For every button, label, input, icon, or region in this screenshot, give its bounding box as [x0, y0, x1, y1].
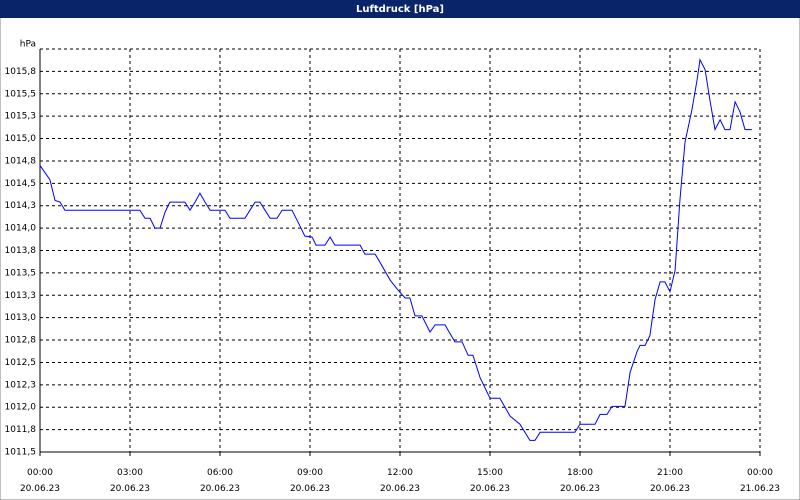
- y-tick-label: 1014,0: [5, 224, 37, 234]
- y-tick-label: 1013,0: [5, 313, 37, 323]
- x-tick-label: 12:00 20.06.23: [380, 468, 420, 494]
- x-tick-label: 15:00 20.06.23: [470, 468, 510, 494]
- x-tick-label: 00:00 20.06.23: [20, 468, 60, 494]
- x-tick-label: 00:00 21.06.23: [740, 468, 780, 494]
- y-axis-label: hPa: [20, 40, 36, 50]
- y-tick-label: 1013,8: [5, 246, 37, 256]
- y-tick-label: 1015,0: [5, 134, 37, 144]
- x-tick-label: 03:00 20.06.23: [110, 468, 150, 494]
- y-tick-label: 1011,5: [5, 448, 37, 458]
- x-tick-label: 18:00 20.06.23: [560, 468, 600, 494]
- y-tick-label: 1015,8: [5, 67, 37, 77]
- data-line: [39, 58, 752, 441]
- x-tick-label: 21:00 20.06.23: [650, 468, 690, 494]
- y-tick-label: 1013,3: [5, 291, 37, 301]
- y-tick-label: 1015,5: [5, 89, 37, 99]
- y-tick-label: 1012,0: [5, 403, 37, 413]
- y-tick-label: 1012,8: [5, 336, 37, 346]
- x-tick-label: 09:00 20.06.23: [290, 468, 330, 494]
- title-bar: [0, 0, 800, 18]
- y-tick-label: 1013,5: [5, 268, 37, 278]
- y-tick-label: 1012,3: [5, 380, 37, 390]
- y-tick-label: 1014,5: [5, 179, 37, 189]
- y-tick-label: 1015,3: [5, 112, 37, 122]
- y-tick-label: 1014,3: [5, 201, 37, 211]
- chart-title: Luftdruck [hPa]: [356, 4, 444, 15]
- y-tick-label: 1014,8: [5, 156, 37, 166]
- x-tick-label: 06:00 20.06.23: [200, 468, 240, 494]
- y-tick-label: 1011,8: [5, 425, 37, 435]
- y-tick-label: 1012,5: [5, 358, 37, 368]
